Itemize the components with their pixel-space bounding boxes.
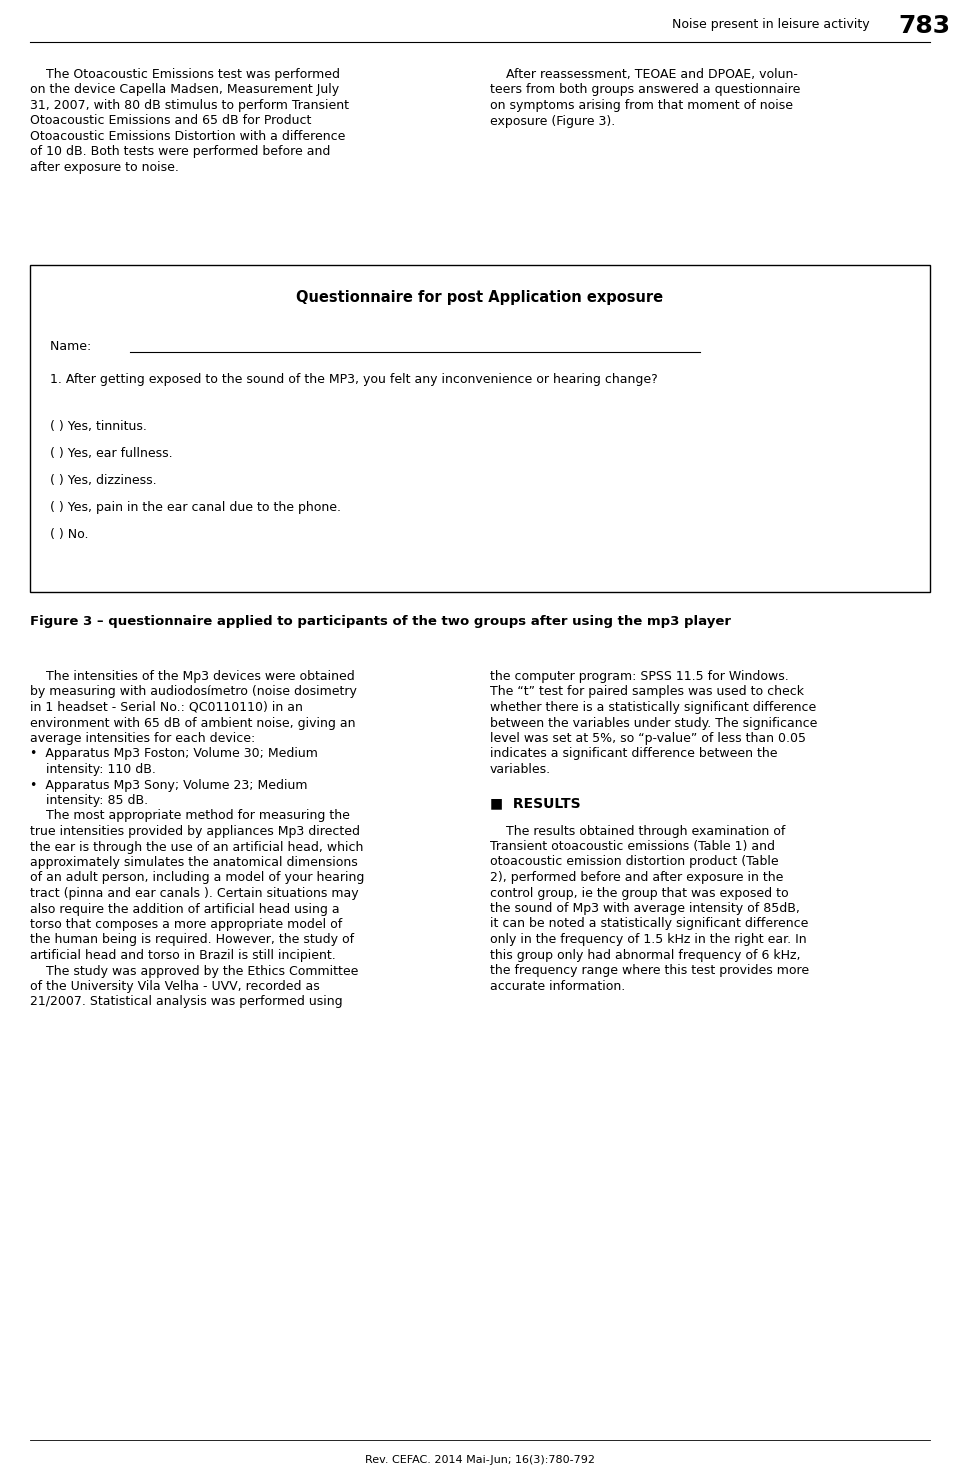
- Text: The most appropriate method for measuring the: The most appropriate method for measurin…: [30, 809, 349, 822]
- Bar: [30, 266, 930, 592]
- Text: Otoacoustic Emissions and 65 dB for Product: Otoacoustic Emissions and 65 dB for Prod…: [30, 114, 311, 128]
- Text: the human being is required. However, the study of: the human being is required. However, th…: [30, 933, 354, 947]
- Text: true intensities provided by appliances Mp3 directed: true intensities provided by appliances …: [30, 825, 360, 838]
- Text: ( ) Yes, tinnitus.: ( ) Yes, tinnitus.: [50, 420, 147, 433]
- Text: only in the frequency of 1.5 kHz in the right ear. In: only in the frequency of 1.5 kHz in the …: [490, 933, 806, 945]
- Text: whether there is a statistically significant difference: whether there is a statistically signifi…: [490, 700, 816, 714]
- Text: between the variables under study. The significance: between the variables under study. The s…: [490, 717, 817, 730]
- Text: otoacoustic emission distortion product (Table: otoacoustic emission distortion product …: [490, 855, 779, 868]
- Text: After reassessment, TEOAE and DPOAE, volun-: After reassessment, TEOAE and DPOAE, vol…: [490, 68, 798, 82]
- Text: The “t” test for paired samples was used to check: The “t” test for paired samples was used…: [490, 686, 804, 699]
- Text: Figure 3 – questionnaire applied to participants of the two groups after using t: Figure 3 – questionnaire applied to part…: [30, 614, 731, 628]
- Text: 31, 2007, with 80 dB stimulus to perform Transient: 31, 2007, with 80 dB stimulus to perform…: [30, 99, 349, 111]
- Text: tract (pinna and ear canals ). Certain situations may: tract (pinna and ear canals ). Certain s…: [30, 887, 359, 899]
- Text: this group only had abnormal frequency of 6 kHz,: this group only had abnormal frequency o…: [490, 948, 801, 962]
- Text: exposure (Figure 3).: exposure (Figure 3).: [490, 114, 615, 128]
- Text: 1. After getting exposed to the sound of the MP3, you felt any inconvenience or : 1. After getting exposed to the sound of…: [50, 372, 658, 386]
- Text: accurate information.: accurate information.: [490, 979, 625, 993]
- Text: ■  RESULTS: ■ RESULTS: [490, 797, 581, 810]
- Text: in 1 headset - Serial No.: QC0110110) in an: in 1 headset - Serial No.: QC0110110) in…: [30, 700, 302, 714]
- Text: ( ) Yes, pain in the ear canal due to the phone.: ( ) Yes, pain in the ear canal due to th…: [50, 502, 341, 513]
- Text: Rev. CEFAC. 2014 Mai-Jun; 16(3):780-792: Rev. CEFAC. 2014 Mai-Jun; 16(3):780-792: [365, 1454, 595, 1465]
- Text: ( ) Yes, ear fullness.: ( ) Yes, ear fullness.: [50, 447, 173, 460]
- Text: the computer program: SPSS 11.5 for Windows.: the computer program: SPSS 11.5 for Wind…: [490, 669, 789, 683]
- Text: the sound of Mp3 with average intensity of 85dB,: the sound of Mp3 with average intensity …: [490, 902, 800, 916]
- Text: intensity: 85 dB.: intensity: 85 dB.: [30, 794, 148, 807]
- Text: it can be noted a statistically significant difference: it can be noted a statistically signific…: [490, 917, 808, 930]
- Text: of 10 dB. Both tests were performed before and: of 10 dB. Both tests were performed befo…: [30, 145, 330, 159]
- Text: by measuring with audiodosímetro (noise dosimetry: by measuring with audiodosímetro (noise …: [30, 686, 357, 699]
- Text: Noise present in leisure activity: Noise present in leisure activity: [672, 18, 870, 31]
- Text: level was set at 5%, so “p-value” of less than 0.05: level was set at 5%, so “p-value” of les…: [490, 732, 806, 745]
- Text: variables.: variables.: [490, 763, 551, 776]
- Text: environment with 65 dB of ambient noise, giving an: environment with 65 dB of ambient noise,…: [30, 717, 355, 730]
- Text: indicates a significant difference between the: indicates a significant difference betwe…: [490, 748, 778, 760]
- Text: intensity: 110 dB.: intensity: 110 dB.: [30, 763, 156, 776]
- Text: control group, ie the group that was exposed to: control group, ie the group that was exp…: [490, 886, 788, 899]
- Text: The results obtained through examination of: The results obtained through examination…: [490, 825, 785, 837]
- Text: of the University Vila Velha - UVV, recorded as: of the University Vila Velha - UVV, reco…: [30, 979, 320, 993]
- Text: ( ) No.: ( ) No.: [50, 528, 88, 542]
- Text: on symptoms arising from that moment of noise: on symptoms arising from that moment of …: [490, 99, 793, 111]
- Text: •  Apparatus Mp3 Foston; Volume 30; Medium: • Apparatus Mp3 Foston; Volume 30; Mediu…: [30, 748, 318, 760]
- Text: average intensities for each device:: average intensities for each device:: [30, 732, 255, 745]
- Text: Otoacoustic Emissions Distortion with a difference: Otoacoustic Emissions Distortion with a …: [30, 131, 346, 142]
- Text: ( ) Yes, dizziness.: ( ) Yes, dizziness.: [50, 473, 156, 487]
- Text: the ear is through the use of an artificial head, which: the ear is through the use of an artific…: [30, 840, 364, 853]
- Text: teers from both groups answered a questionnaire: teers from both groups answered a questi…: [490, 83, 801, 96]
- Text: on the device Capella Madsen, Measurement July: on the device Capella Madsen, Measuremen…: [30, 83, 339, 96]
- Text: The study was approved by the Ethics Committee: The study was approved by the Ethics Com…: [30, 965, 358, 978]
- Text: after exposure to noise.: after exposure to noise.: [30, 160, 179, 174]
- Text: of an adult person, including a model of your hearing: of an adult person, including a model of…: [30, 871, 365, 884]
- Text: the frequency range where this test provides more: the frequency range where this test prov…: [490, 965, 809, 976]
- Text: 2), performed before and after exposure in the: 2), performed before and after exposure …: [490, 871, 783, 884]
- Text: Transient otoacoustic emissions (Table 1) and: Transient otoacoustic emissions (Table 1…: [490, 840, 775, 853]
- Text: 21/2007. Statistical analysis was performed using: 21/2007. Statistical analysis was perfor…: [30, 996, 343, 1009]
- Text: The intensities of the Mp3 devices were obtained: The intensities of the Mp3 devices were …: [30, 669, 355, 683]
- Text: 783: 783: [898, 13, 950, 39]
- Text: artificial head and torso in Brazil is still incipient.: artificial head and torso in Brazil is s…: [30, 948, 336, 962]
- Text: •  Apparatus Mp3 Sony; Volume 23; Medium: • Apparatus Mp3 Sony; Volume 23; Medium: [30, 779, 307, 791]
- Text: torso that composes a more appropriate model of: torso that composes a more appropriate m…: [30, 919, 343, 930]
- Text: Questionnaire for post Application exposure: Questionnaire for post Application expos…: [297, 289, 663, 306]
- Text: The Otoacoustic Emissions test was performed: The Otoacoustic Emissions test was perfo…: [30, 68, 340, 82]
- Text: also require the addition of artificial head using a: also require the addition of artificial …: [30, 902, 340, 916]
- Text: Name:: Name:: [50, 340, 95, 353]
- Text: approximately simulates the anatomical dimensions: approximately simulates the anatomical d…: [30, 856, 358, 870]
